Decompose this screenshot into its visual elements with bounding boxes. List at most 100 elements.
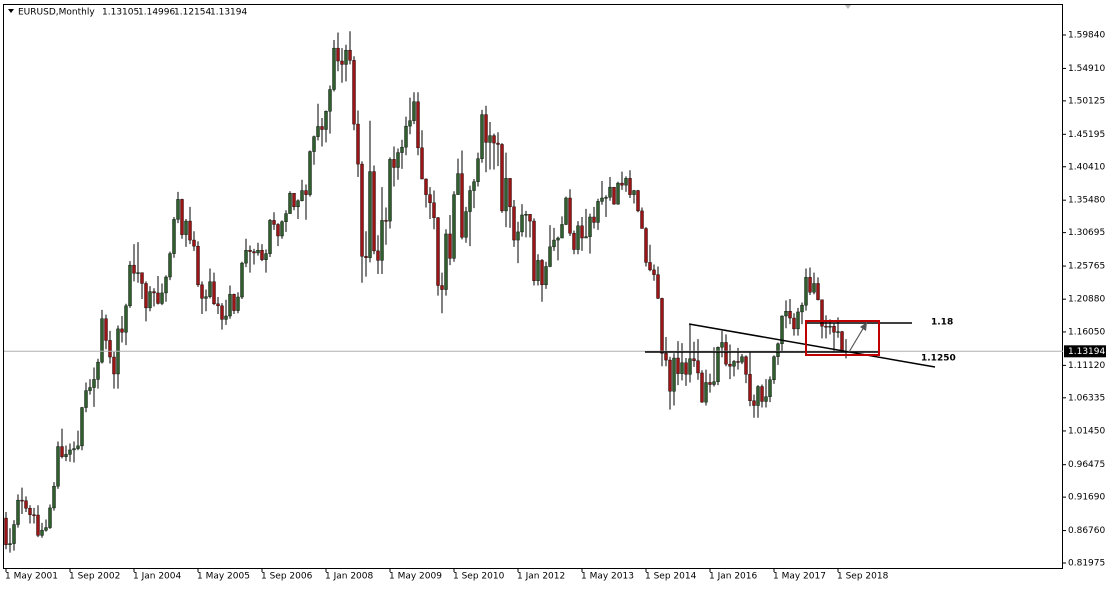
y-tick-label: 1.40410: [1068, 162, 1105, 172]
candle-body: [412, 101, 416, 121]
candle-body: [28, 508, 32, 515]
candle-body: [24, 500, 28, 509]
candle-body: [592, 216, 596, 223]
candle-body: [232, 294, 236, 311]
candle-body: [456, 173, 460, 195]
candle-body: [732, 361, 736, 367]
candle-body: [496, 142, 500, 145]
candle-body: [812, 283, 816, 293]
candle-body: [520, 214, 524, 233]
candle-body: [420, 147, 424, 180]
candle-body: [600, 197, 604, 202]
candle-body: [228, 294, 232, 317]
y-tick-label: 1.54910: [1068, 64, 1105, 74]
candle-body: [328, 89, 332, 112]
candle-body: [688, 358, 692, 375]
highlight-box: [805, 320, 880, 356]
current-price-label: 1.13194: [1068, 347, 1105, 357]
candle-body: [200, 284, 204, 299]
candle-body: [532, 220, 536, 281]
candle-body: [284, 213, 288, 222]
candle-body: [320, 126, 324, 130]
candle-body: [464, 211, 468, 238]
header-high: 1.14996: [138, 8, 175, 18]
x-tick-label: 1 Jan 2016: [709, 572, 757, 582]
candle-body: [564, 197, 568, 225]
candle-body: [676, 357, 680, 374]
candle-body: [392, 159, 396, 168]
candle-body: [280, 221, 284, 237]
candle-body: [428, 194, 432, 203]
candle-body: [356, 123, 360, 165]
candle-body: [212, 281, 216, 305]
y-tick-label: 0.86760: [1068, 526, 1105, 536]
candle-body: [152, 291, 156, 294]
x-tick-label: 1 May 2017: [773, 572, 826, 582]
candle-body: [476, 158, 480, 182]
candle-body: [368, 171, 372, 258]
candle-body: [556, 237, 560, 241]
candle-body: [312, 136, 316, 152]
candle-body: [4, 517, 8, 546]
candle-body: [508, 178, 512, 208]
annotation-label: 1.18: [931, 318, 953, 328]
candle-body: [108, 340, 112, 358]
candle-body: [524, 214, 528, 216]
candle-body: [656, 274, 660, 299]
candle-body: [140, 272, 144, 284]
candle-body: [36, 514, 40, 536]
x-tick-label: 1 May 2009: [389, 572, 442, 582]
candle-body: [348, 49, 352, 61]
candle-body: [340, 60, 344, 65]
y-tick-label: 0.96475: [1068, 460, 1105, 470]
candle-body: [336, 47, 340, 62]
candle-body: [644, 228, 648, 263]
candle-body: [156, 292, 160, 304]
candle-body: [192, 239, 196, 247]
candle-body: [180, 199, 184, 235]
candle-body: [268, 220, 272, 254]
candle-body: [760, 386, 764, 402]
candle-body: [840, 331, 844, 353]
candle-body: [604, 197, 608, 199]
candle-body: [468, 190, 472, 212]
candle-body: [184, 220, 188, 235]
candle-body: [652, 269, 656, 275]
candle-body: [596, 201, 600, 223]
candle-body: [372, 171, 376, 252]
y-tick-label: 0.81975: [1068, 559, 1105, 569]
candle-body: [248, 250, 252, 252]
candle-body: [300, 190, 304, 201]
candle-body: [256, 250, 260, 254]
x-tick-label: 1 Sep 2018: [837, 572, 889, 582]
y-tick-label: 1.50125: [1068, 96, 1105, 106]
y-tick-label: 1.30695: [1068, 228, 1105, 238]
candle-body: [288, 193, 292, 214]
candle-body: [148, 291, 152, 309]
candles: [4, 31, 1063, 553]
menu-triangle: [8, 9, 14, 13]
candle-body: [636, 190, 640, 212]
header-close: 1.13194: [210, 8, 247, 18]
candle-body: [708, 382, 712, 385]
candle-body: [492, 135, 496, 144]
x-tick-label: 1 Jan 2008: [325, 572, 373, 582]
candle-body: [380, 220, 384, 261]
candle-body: [388, 159, 392, 222]
candle-body: [572, 233, 576, 250]
header-low: 1.12154: [174, 8, 211, 18]
candle-body: [632, 190, 636, 195]
candle-body: [672, 357, 676, 392]
candle-body: [664, 353, 668, 361]
candle-body: [724, 342, 728, 365]
candle-body: [624, 178, 628, 186]
candle-body: [648, 262, 652, 271]
candle-body: [120, 328, 124, 333]
y-tick-label: 1.35480: [1068, 196, 1105, 206]
candle-body: [552, 239, 556, 248]
candle-body: [480, 114, 484, 159]
candle-body: [424, 178, 428, 195]
candle-body: [84, 390, 88, 408]
candle-body: [784, 311, 788, 317]
candle-body: [416, 101, 420, 149]
